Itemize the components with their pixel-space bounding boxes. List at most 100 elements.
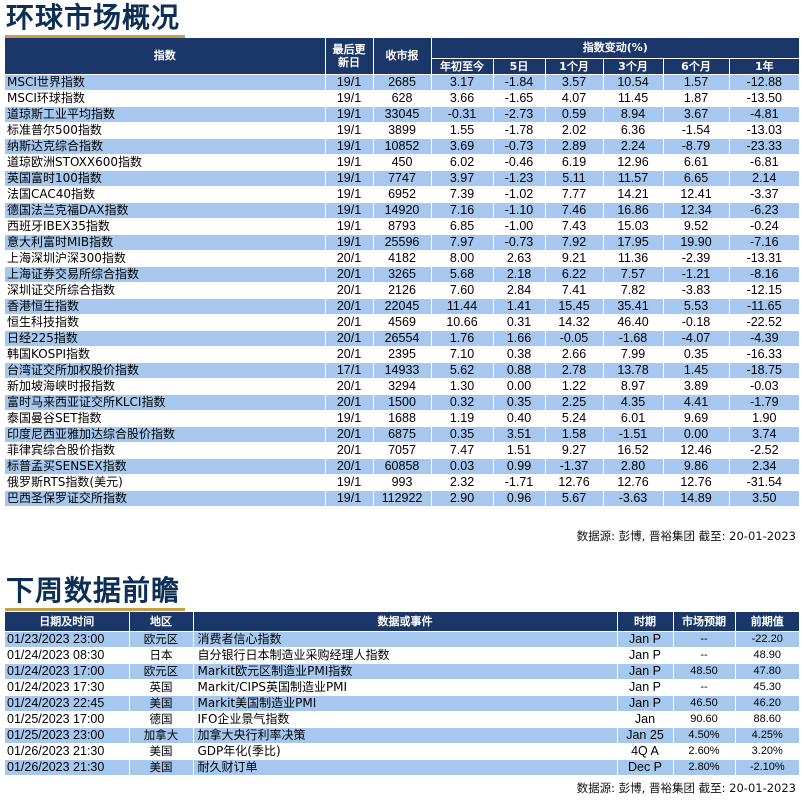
last-update-cell: 20/1 (325, 250, 374, 267)
close-cell: 3265 (373, 266, 432, 283)
change-5d-cell: 3.51 (493, 426, 546, 443)
index-name-cell: 泰国曼谷SET指数 (5, 410, 326, 427)
ytd-cell: -0.31 (431, 106, 494, 123)
ytd-cell: 3.17 (431, 74, 494, 91)
change-1y-cell: 3.50 (729, 490, 800, 507)
change-1m-cell: 5.67 (545, 490, 604, 507)
period-cell: Jan P (617, 647, 674, 664)
change-1m-cell: 4.07 (545, 90, 604, 107)
change-6m-cell: 14.89 (663, 490, 730, 507)
outlook-table-body: 01/23/2023 23:00 欧元区 消费者信心指数 Jan P -- -22.20 0… (5, 631, 799, 776)
event-cell: 自分银行日本制造业采购经理人指数 (193, 647, 618, 664)
ytd-cell: 0.35 (431, 426, 494, 443)
change-6m-cell: 12.76 (663, 474, 730, 491)
change-3m-cell: 6.01 (603, 410, 664, 427)
previous-cell: 4.25% (735, 727, 799, 744)
change-6m-cell: 9.69 (663, 410, 730, 427)
outlook-table-header: 日期及时间 地区 数据或事件 时期 市场预期 前期值 (5, 612, 799, 632)
market-overview-title: 环球市场概况 (6, 1, 181, 34)
index-name-cell: MSCI环球指数 (5, 90, 326, 107)
close-cell: 8793 (373, 218, 432, 235)
change-1y-cell: 2.34 (729, 458, 800, 475)
table-row: MSCI环球指数 19/1 628 3.66 -1.65 4.07 11.45 1.87 -13… (5, 90, 800, 107)
ytd-cell: 11.44 (431, 298, 494, 315)
change-5d-cell: -2.73 (493, 106, 546, 123)
change-5d-cell: -1.78 (493, 122, 546, 139)
close-cell: 2126 (373, 282, 432, 299)
ytd-cell: 8.00 (431, 250, 494, 267)
expected-cell: 4.50% (673, 727, 736, 744)
table-row: 纳斯达克综合指数 19/1 10852 3.69 -0.73 2.89 2.24 -8.79-… (5, 138, 800, 155)
change-3m-cell: 6.36 (603, 122, 664, 139)
index-name-cell: 富时马来西亚证交所KLCI指数 (5, 394, 326, 411)
header-6m: 6个月 (663, 58, 730, 75)
change-6m-cell: 3.67 (663, 106, 730, 123)
change-5d-cell: 0.31 (493, 314, 546, 331)
change-3m-cell: -1.51 (603, 426, 664, 443)
change-3m-cell: 16.52 (603, 442, 664, 459)
ytd-cell: 1.19 (431, 410, 494, 427)
change-1y-cell: -13.50 (729, 90, 800, 107)
last-update-cell: 20/1 (325, 282, 374, 299)
change-6m-cell: -2.39 (663, 250, 730, 267)
change-1m-cell: 2.89 (545, 138, 604, 155)
change-5d-cell: 0.40 (493, 410, 546, 427)
table-row: 01/24/2023 22:45 美国 Markit美国制造业PMI Jan P 46.… (5, 695, 799, 712)
index-name-cell: 标准普尔500指数 (5, 122, 326, 139)
ytd-cell: 5.68 (431, 266, 494, 283)
close-cell: 2685 (373, 74, 432, 91)
outlook-title: 下周数据前瞻 (6, 574, 181, 607)
change-1m-cell: 6.19 (545, 154, 604, 171)
change-1m-cell: 15.45 (545, 298, 604, 315)
change-3m-cell: -3.63 (603, 490, 664, 507)
header-1y: 1年 (729, 58, 800, 75)
change-5d-cell: -0.46 (493, 154, 546, 171)
previous-cell: 47.80 (735, 663, 799, 680)
previous-cell: 45.30 (735, 679, 799, 696)
ytd-cell: 3.97 (431, 170, 494, 187)
change-6m-cell: 3.89 (663, 378, 730, 395)
ytd-cell: 0.03 (431, 458, 494, 475)
index-name-cell: 意大利富时MIB指数 (5, 234, 326, 251)
change-5d-cell: -0.73 (493, 138, 546, 155)
change-1m-cell: 1.58 (545, 426, 604, 443)
change-1m-cell: 7.41 (545, 282, 604, 299)
change-5d-cell: 0.35 (493, 394, 546, 411)
change-1m-cell: 7.43 (545, 218, 604, 235)
change-6m-cell: 1.57 (663, 74, 730, 91)
last-update-cell: 20/1 (325, 330, 374, 347)
change-1m-cell: 2.02 (545, 122, 604, 139)
region-cell: 德国 (129, 711, 194, 728)
last-update-cell: 19/1 (325, 186, 374, 203)
last-update-cell: 20/1 (325, 426, 374, 443)
last-update-cell: 20/1 (325, 314, 374, 331)
ytd-cell: 3.69 (431, 138, 494, 155)
index-name-cell: 日经225指数 (5, 330, 326, 347)
region-cell: 英国 (129, 679, 194, 696)
change-1y-cell: -31.54 (729, 474, 800, 491)
change-1y-cell: -7.16 (729, 234, 800, 251)
change-1m-cell: 14.32 (545, 314, 604, 331)
change-1y-cell: 2.14 (729, 170, 800, 187)
close-cell: 4569 (373, 314, 432, 331)
index-name-cell: 西班牙IBEX35指数 (5, 218, 326, 235)
close-cell: 14920 (373, 202, 432, 219)
table-row: 01/24/2023 17:30 英国 Markit/CIPS英国制造业PMI Jan… (5, 679, 799, 696)
ytd-cell: 7.39 (431, 186, 494, 203)
change-1y-cell: 1.90 (729, 410, 800, 427)
change-3m-cell: 13.78 (603, 362, 664, 379)
event-cell: Markit美国制造业PMI (193, 695, 618, 712)
region-cell: 欧元区 (129, 631, 194, 648)
change-1y-cell: -12.88 (729, 74, 800, 91)
datetime-cell: 01/25/2023 23:00 (5, 727, 130, 744)
index-name-cell: 上海证券交易所综合指数 (5, 266, 326, 283)
market-overview-table: 指数 最后更新日 收市报 指数变动(%) 年初至今 5日 1个月 3个月 6个月… (5, 38, 800, 507)
expected-cell: -- (673, 631, 736, 648)
index-name-cell: 法国CAC40指数 (5, 186, 326, 203)
last-update-cell: 19/1 (325, 122, 374, 139)
previous-cell: -2.10% (735, 759, 799, 776)
change-6m-cell: -8.79 (663, 138, 730, 155)
index-name-cell: 道琼斯工业平均指数 (5, 106, 326, 123)
table-row: 01/24/2023 17:00 欧元区 Markit欧元区制造业PMI指数 Jan … (5, 663, 799, 680)
change-5d-cell: 0.99 (493, 458, 546, 475)
